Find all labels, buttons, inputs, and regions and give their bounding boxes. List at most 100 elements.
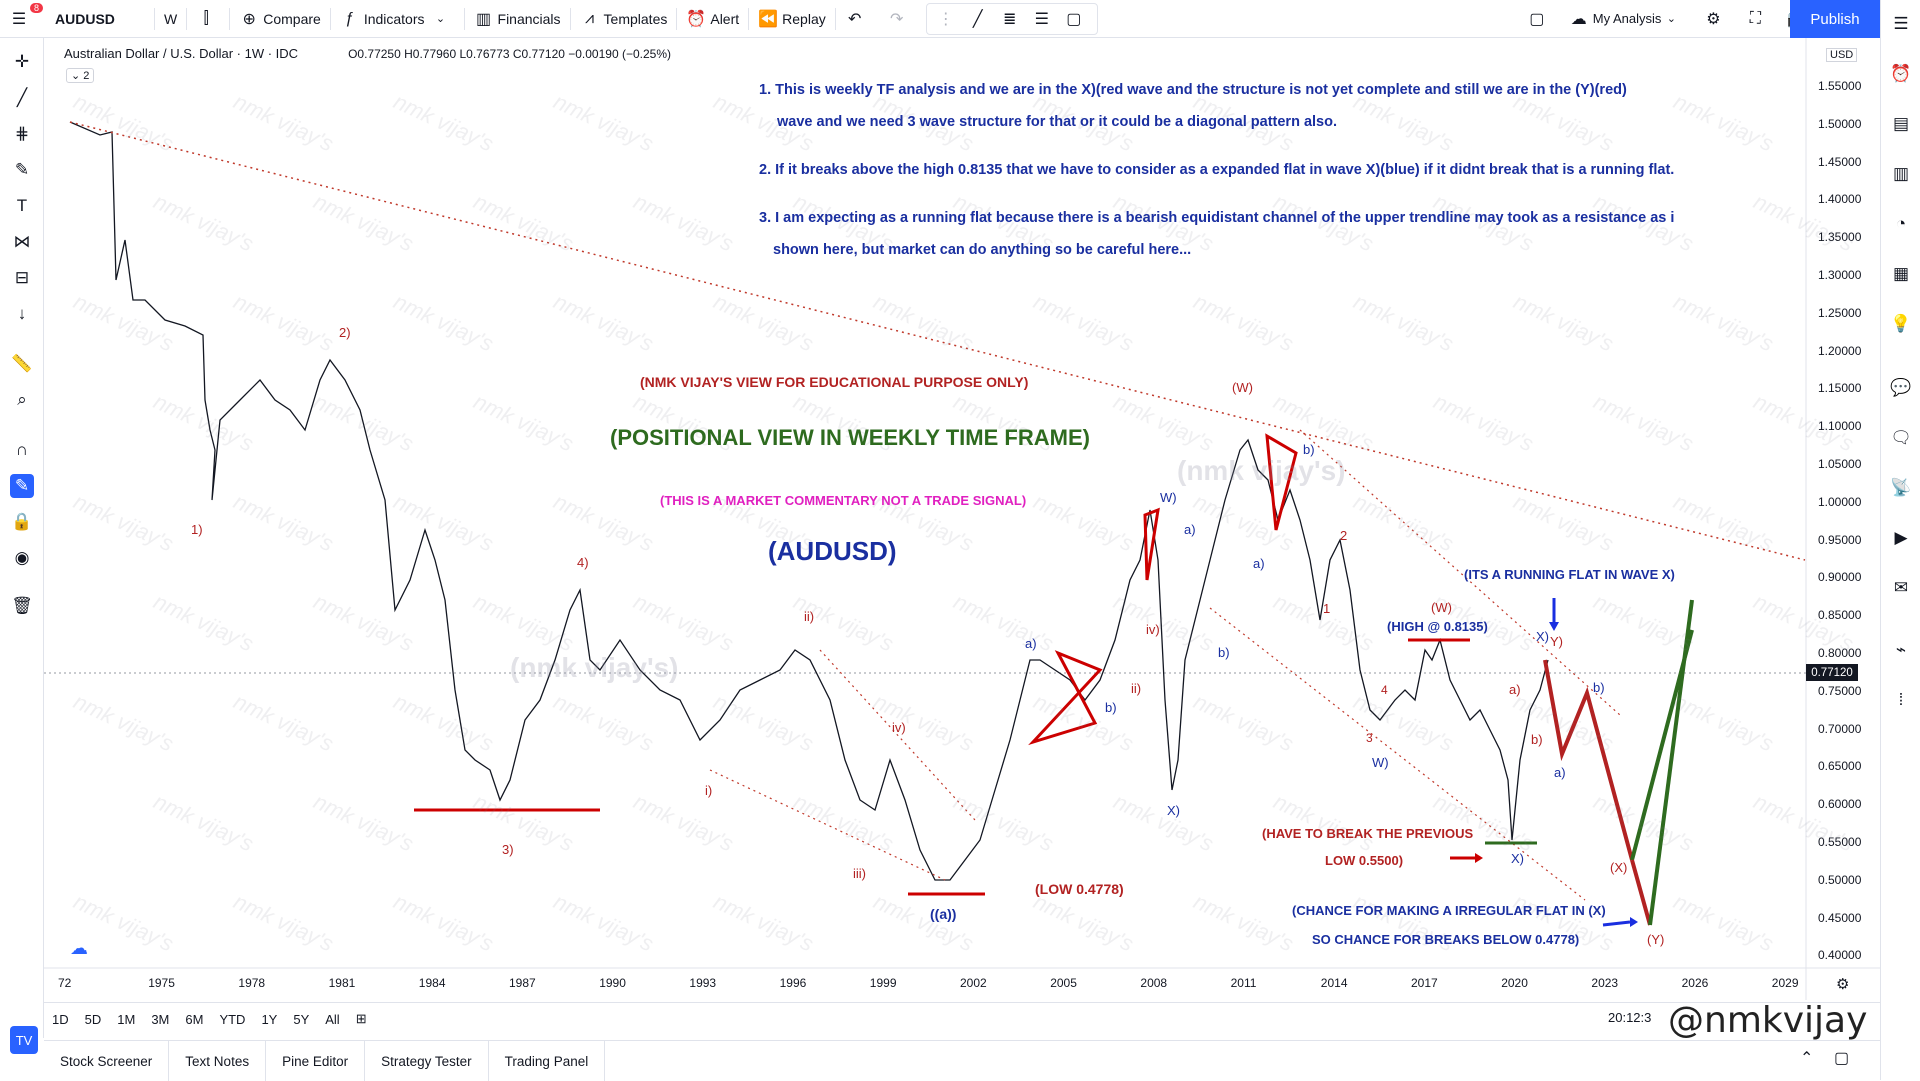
arrow-blue-right-head	[1630, 917, 1638, 927]
lightbulb-icon[interactable]: 💡	[1890, 314, 1912, 333]
watchlist-icon[interactable]: ☰	[1893, 14, 1909, 33]
publish-button[interactable]: Publish	[1790, 0, 1880, 38]
prediction-icon[interactable]: ⊟	[14, 268, 30, 287]
settings-button[interactable]: ⚙	[1694, 0, 1736, 38]
big-watermark-2: (nmk vijay's)	[1177, 455, 1346, 486]
zoom-icon[interactable]: ⌕	[17, 390, 27, 409]
price-tick-label: 0.75000	[1818, 683, 1862, 698]
compare-label: Compare	[263, 10, 321, 27]
chart-type-button[interactable]: ⫿	[187, 0, 229, 38]
wave-ii-trendline	[709, 769, 946, 881]
wave-1: 1)	[191, 522, 203, 537]
wave-X-red: (X)	[1610, 860, 1628, 875]
price-tick-label: 0.90000	[1818, 570, 1862, 585]
commentary-text: (THIS IS A MARKET COMMENTARY NOT A TRADE…	[660, 493, 1027, 508]
lock-icon[interactable]: 🔒	[11, 512, 33, 531]
compare-button[interactable]: ⊕ Compare	[230, 0, 330, 38]
trendline-tool-icon[interactable]: ╱	[16, 88, 28, 107]
stay-drawing-icon[interactable]: ✎	[10, 474, 34, 498]
layout-menu[interactable]: ☁ My Analysis ⌄	[1560, 0, 1695, 38]
symbol-search[interactable]: AUDUSD	[55, 10, 115, 27]
price-tick-label: 1.25000	[1818, 305, 1862, 320]
tradingview-logo-icon[interactable]: TV	[10, 1026, 38, 1054]
chat-icon[interactable]: 💬	[1890, 378, 1912, 397]
calendar-icon[interactable]: ◔	[1895, 214, 1907, 233]
drag-handle-icon[interactable]: ⋮	[937, 10, 954, 28]
redo-button[interactable]: ↷	[878, 0, 920, 38]
news-icon[interactable]: ▤	[1892, 114, 1910, 133]
date-range-icon[interactable]: ⊞	[355, 1011, 367, 1026]
alert-button[interactable]: ⏰ Alert	[677, 0, 748, 38]
menu-button[interactable]: ☰ 8	[0, 0, 46, 38]
dots-icon[interactable]: ⁞	[1898, 690, 1904, 709]
trash-icon[interactable]: 🗑	[11, 596, 33, 615]
collapse-icon[interactable]: ⌃	[1800, 1050, 1814, 1067]
footer-tab-pine-editor[interactable]: Pine Editor	[266, 1041, 366, 1081]
fib-icon[interactable]: ≣	[1003, 10, 1017, 28]
notifications-icon[interactable]: ✉	[1893, 578, 1909, 597]
alerts-clock-icon[interactable]: ⏰	[1890, 64, 1912, 83]
price-tick-label: 1.30000	[1818, 268, 1862, 282]
price-tick-label: 1.15000	[1818, 381, 1862, 396]
break-prev-1: (HAVE TO BREAK THE PREVIOUS	[1262, 826, 1474, 841]
range-6m[interactable]: 6M	[185, 1011, 204, 1027]
signal-icon[interactable]: ⌁	[1895, 640, 1907, 659]
footer-tab-strategy-tester[interactable]: Strategy Tester	[365, 1041, 489, 1081]
fib-tool-icon[interactable]: ⋕	[14, 124, 30, 143]
range-5y[interactable]: 5Y	[293, 1011, 310, 1027]
right-widget-bar: ☰ ⏰ ▤ ▥ ◔ ▦ 💡 💬 🗨 📡 ▶ ✉ ⌁ ⁞	[1880, 0, 1920, 1080]
price-tick-label: 0.85000	[1818, 608, 1862, 623]
footer-tab-text-notes[interactable]: Text Notes	[169, 1041, 267, 1081]
time-tick-label: 2011	[1230, 976, 1257, 990]
range-all[interactable]: All	[325, 1011, 340, 1027]
stream-icon[interactable]: ▶	[1894, 528, 1908, 547]
grid-icon[interactable]: ▦	[1892, 264, 1910, 283]
pattern-icon[interactable]: ⋈	[13, 232, 31, 251]
crosshair-icon[interactable]: ✛	[14, 52, 30, 71]
magnet-icon[interactable]: ∩	[15, 440, 29, 459]
indicators-button[interactable]: ƒ Indicators ⌄	[331, 0, 464, 38]
footer-tab-trading-panel[interactable]: Trading Panel	[489, 1041, 606, 1081]
financials-button[interactable]: ▥ Financials	[465, 0, 570, 38]
wave-iv-trendline	[819, 649, 976, 821]
chevron-down-icon: ⌄	[1666, 13, 1676, 25]
big-watermark-1: (nmk vijay's)	[510, 652, 679, 683]
note-3a: 3. I am expecting as a running flat beca…	[759, 210, 1675, 226]
fullscreen-icon: ⛶	[1749, 9, 1761, 27]
price-tick-label: 0.60000	[1818, 797, 1862, 812]
range-1d[interactable]: 1D	[52, 1011, 69, 1027]
interval-button[interactable]: W	[164, 10, 178, 27]
wave-Y-red: (Y)	[1647, 932, 1665, 947]
trendline-icon[interactable]: ╱	[972, 10, 983, 28]
layout-toggle-button[interactable]: ▢	[1518, 0, 1560, 38]
range-3m[interactable]: 3M	[151, 1011, 170, 1027]
range-5d[interactable]: 5D	[84, 1011, 102, 1027]
channel-icon[interactable]: ☰	[1034, 10, 1049, 28]
templates-button[interactable]: ⩘ Templates	[571, 0, 677, 38]
rectangle-icon[interactable]: ▢	[1066, 10, 1082, 28]
arrow-down-icon[interactable]: ↓	[17, 304, 27, 323]
brush-icon[interactable]: ✎	[14, 160, 30, 179]
replay-button[interactable]: ⏪ Replay	[749, 0, 835, 38]
divider	[834, 7, 836, 30]
undo-button[interactable]: ↶	[836, 0, 878, 38]
range-ytd[interactable]: YTD	[219, 1011, 246, 1027]
footer-tab-stock-screener[interactable]: Stock Screener	[44, 1041, 170, 1081]
indicator-toggle[interactable]: ⌄ 2	[66, 68, 95, 83]
fullscreen-button[interactable]: ⛶	[1736, 0, 1778, 38]
wave-3: 3)	[502, 842, 514, 857]
message-icon[interactable]: 🗨	[1890, 428, 1912, 447]
maximize-icon[interactable]: ▢	[1834, 1050, 1850, 1067]
ruler-icon[interactable]: 📏	[11, 354, 33, 373]
range-settings-icon[interactable]: ⚙	[1836, 976, 1850, 993]
time-tick-label: 2002	[960, 976, 987, 990]
eye-icon[interactable]: ◉	[14, 548, 30, 567]
wave-aa: ((a))	[930, 906, 957, 922]
currency-label: USD	[1826, 48, 1858, 62]
podcast-icon[interactable]: 📡	[1890, 478, 1912, 497]
range-1m[interactable]: 1M	[117, 1011, 136, 1027]
text-tool-icon[interactable]: T	[16, 196, 28, 215]
ideas-icon[interactable]: ▥	[1892, 164, 1910, 183]
range-1y[interactable]: 1Y	[261, 1011, 278, 1027]
